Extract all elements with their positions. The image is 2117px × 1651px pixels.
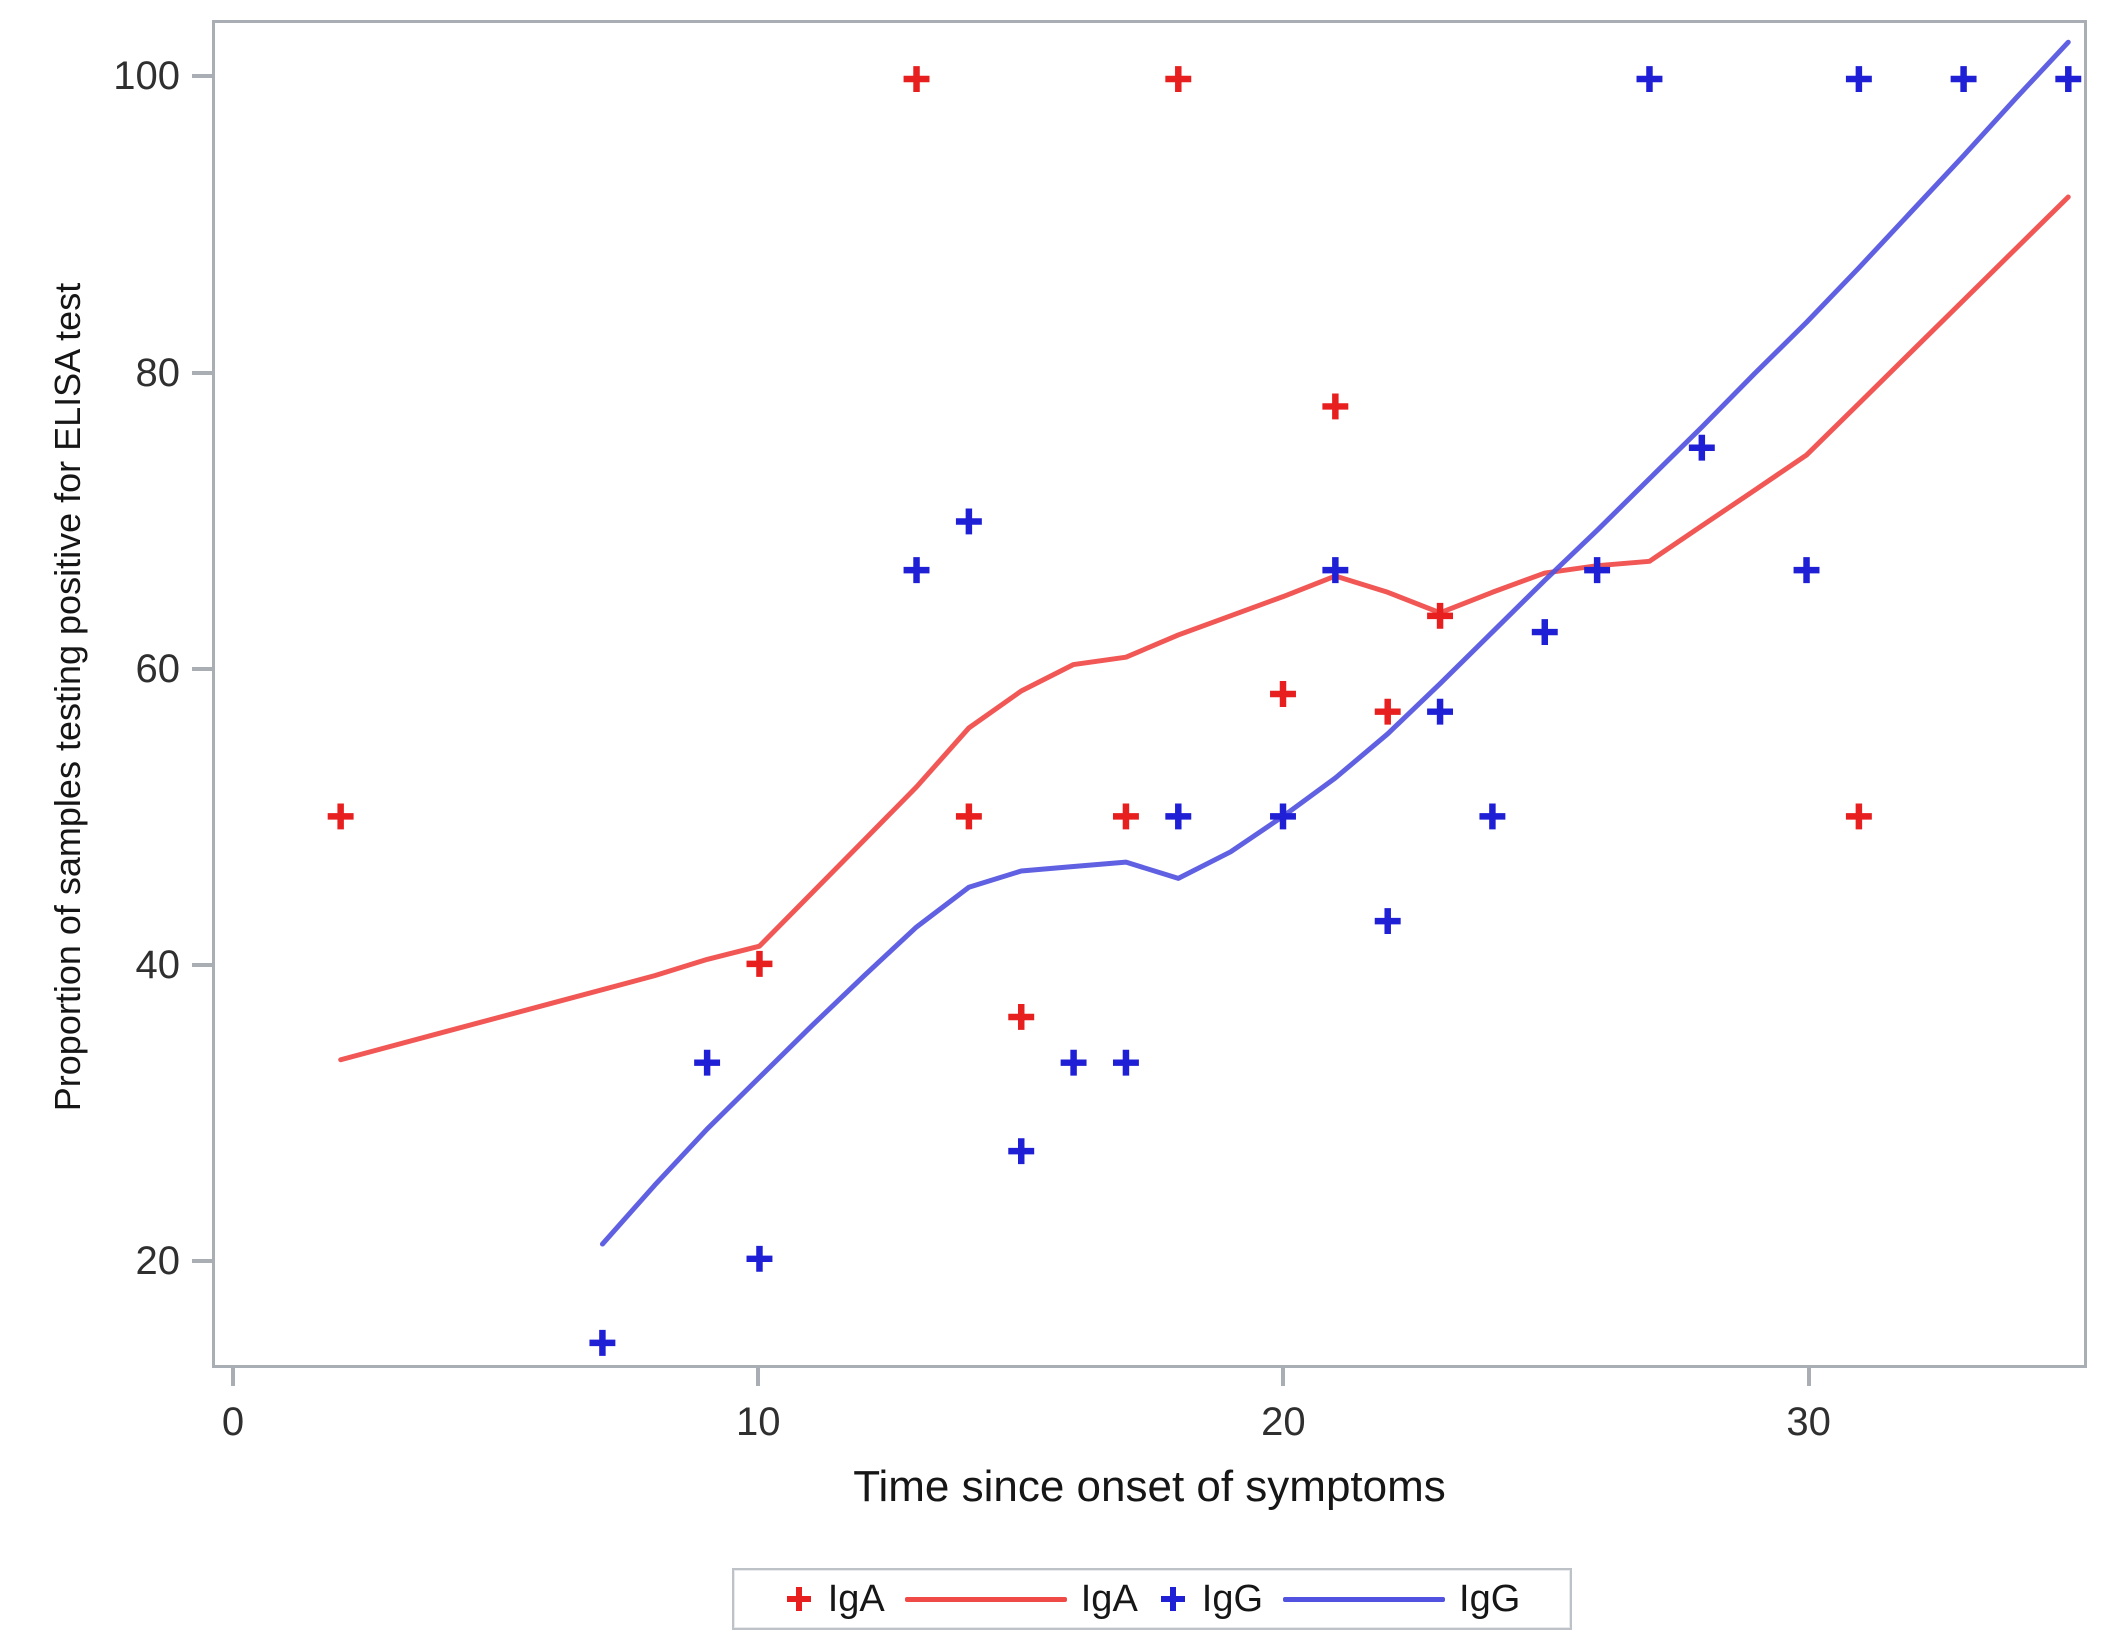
y-tick-label-20: 20: [135, 1239, 181, 1284]
plot-canvas: [327, 39, 2082, 1356]
y-tick-label-100: 100: [113, 54, 180, 99]
data-point-iga: [1008, 1004, 1035, 1030]
data-point-igg: [1636, 66, 1663, 92]
data-point-igg: [1427, 698, 1454, 725]
x-tick-mark-0: [231, 1366, 235, 1386]
data-point-iga: [903, 66, 930, 92]
x-tick-mark-10: [756, 1366, 761, 1386]
data-point-igg: [589, 1329, 616, 1356]
loess-line-iga: [338, 194, 2071, 1063]
data-point-igg: [746, 1245, 773, 1272]
data-point-igg: [1060, 1049, 1087, 1076]
data-point-igg: [1008, 1138, 1035, 1165]
data-point-iga: [1845, 803, 1872, 830]
legend-label: IgG: [1459, 1578, 1521, 1620]
legend-plus-marker-icon: [786, 1587, 811, 1611]
data-point-igg: [1479, 803, 1506, 830]
data-point-iga: [1374, 698, 1401, 725]
legend-label: IgA: [827, 1578, 885, 1620]
x-axis-title: Time since onset of symptoms: [853, 1462, 1446, 1511]
x-tick-label-20: 20: [1261, 1400, 1306, 1444]
y-tick-label-80: 80: [135, 350, 181, 395]
plot-area: [212, 20, 2087, 1368]
data-point-iga: [1427, 602, 1454, 629]
data-point-igg: [1845, 66, 1872, 92]
data-point-iga: [1112, 803, 1139, 830]
legend-entry-igg-line: IgG: [1283, 1579, 1520, 1619]
data-point-igg: [1270, 803, 1296, 830]
y-tick-mark-40: [192, 963, 214, 968]
data-point-igg: [903, 557, 930, 584]
data-point-igg: [1374, 908, 1401, 935]
data-point-igg: [955, 508, 982, 535]
legend-label: IgA: [1080, 1578, 1138, 1620]
data-point-igg: [1112, 1049, 1139, 1076]
data-point-igg: [1584, 557, 1611, 584]
data-point-igg: [694, 1049, 721, 1076]
data-point-igg: [1688, 434, 1715, 461]
data-point-iga: [327, 803, 354, 830]
scatter-series-igg: [589, 66, 2082, 1356]
y-tick-mark-80: [192, 370, 214, 375]
data-point-igg: [1165, 803, 1192, 830]
data-point-igg: [1322, 557, 1349, 584]
y-tick-mark-100: [192, 74, 214, 79]
data-point-iga: [1270, 681, 1296, 707]
y-tick-mark-20: [192, 1259, 214, 1264]
data-point-igg: [1793, 557, 1820, 584]
y-tick-mark-60: [192, 666, 214, 671]
x-tick-label-30: 30: [1786, 1400, 1831, 1444]
y-tick-label-60: 60: [135, 646, 181, 691]
legend-entry-iga-plus: IgA: [784, 1579, 885, 1619]
x-tick-mark-30: [1806, 1366, 1811, 1386]
legend-plus-marker-icon: [1160, 1587, 1185, 1611]
legend-entry-iga-line: IgA: [904, 1578, 1138, 1620]
data-point-iga: [1322, 393, 1349, 420]
data-point-igg: [1531, 619, 1558, 646]
y-tick-label-40: 40: [135, 943, 181, 988]
legend-entry-igg-plus: IgG: [1158, 1579, 1263, 1619]
data-point-igg: [1950, 66, 1977, 92]
y-axis-title: Proportion of samples testing positive f…: [47, 282, 88, 1112]
loess-line-igg: [599, 39, 2071, 1247]
legend-line-swatch-icon: [904, 1596, 1067, 1602]
x-tick-label-10: 10: [735, 1400, 781, 1444]
x-tick-mark-20: [1281, 1366, 1286, 1386]
data-point-iga: [955, 803, 982, 830]
legend: IgA IgA IgG IgG: [732, 1568, 1572, 1630]
scatter-series-iga: [327, 66, 1872, 1030]
data-point-igg: [2055, 66, 2082, 92]
legend-line-swatch-icon: [1283, 1596, 1446, 1602]
data-point-iga: [1165, 66, 1192, 92]
legend-label: IgG: [1201, 1578, 1264, 1620]
x-tick-label-0: 0: [221, 1400, 245, 1444]
data-point-iga: [746, 950, 773, 977]
